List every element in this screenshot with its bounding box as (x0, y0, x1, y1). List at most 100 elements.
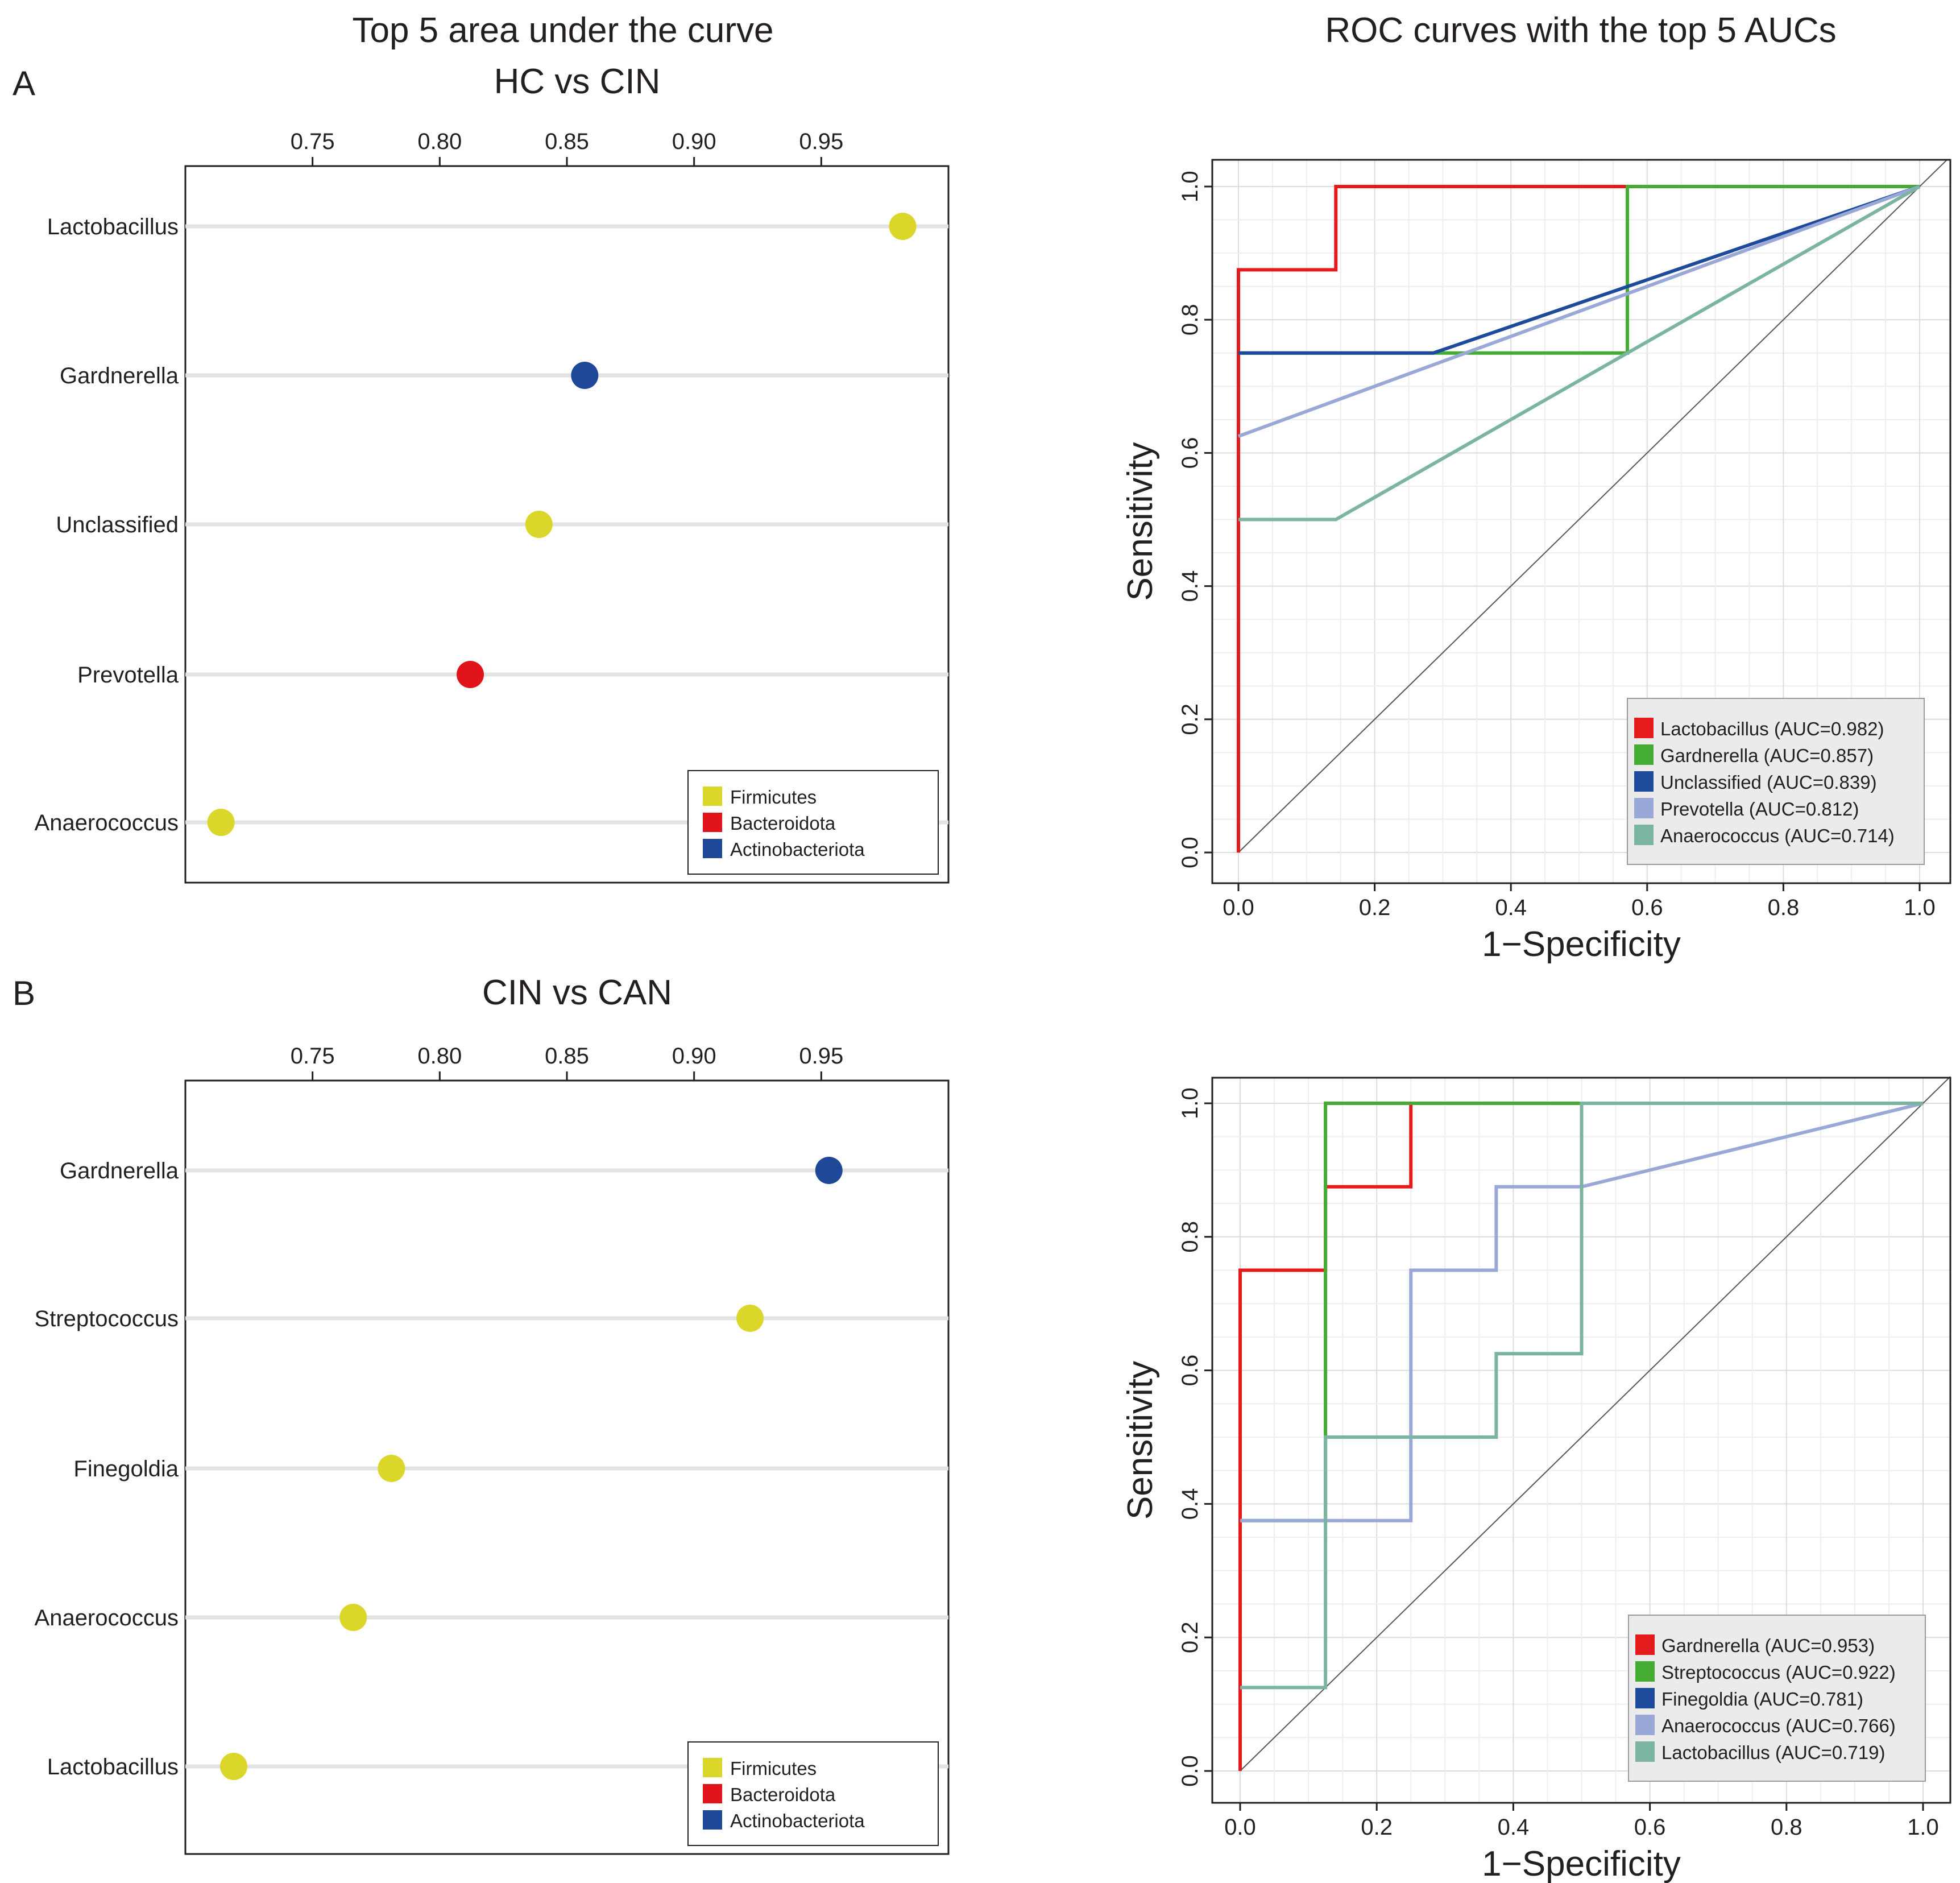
auc-point-finegoldia (378, 1455, 405, 1482)
legend-swatch-lactobacillus (1634, 718, 1654, 738)
panel-a-title: HC vs CIN (494, 62, 661, 101)
legend-swatch-lactobacillus (1635, 1741, 1655, 1762)
auc-point-prevotella (457, 661, 484, 688)
legend-label-lactobacillus: Lactobacillus (AUC=0.719) (1661, 1742, 1885, 1763)
legend-swatch-gardnerella (1634, 744, 1654, 765)
roc-curve-anaerococcus (1238, 185, 1921, 522)
y-tick-label: 0.2 (1178, 1621, 1203, 1653)
panel-b-title: CIN vs CAN (482, 973, 673, 1012)
category-label-prevotella: Prevotella (77, 663, 179, 688)
y-tick-label: 0.2 (1178, 703, 1203, 735)
category-label-gardnerella: Gardnerella (60, 1158, 179, 1183)
legend-label-streptococcus: Streptococcus (AUC=0.922) (1661, 1662, 1896, 1683)
roc-curve-lactobacillus (1240, 1102, 1923, 1690)
legend-swatch-unclassified (1634, 771, 1654, 792)
roc-chart-b (1204, 1076, 1951, 1811)
reference-diagonal (1240, 1076, 1951, 1772)
legend-swatch-firmicutes (703, 1758, 722, 1777)
x-axis-title: 1−Specificity (1482, 925, 1681, 964)
legend-box (1628, 1615, 1926, 1782)
legend-swatch-anaerococcus (1635, 1715, 1655, 1735)
category-label-streptococcus: Streptococcus (35, 1306, 179, 1331)
legend-label-gardnerella: Gardnerella (AUC=0.857) (1660, 745, 1874, 766)
y-tick-label: 0.0 (1178, 1755, 1203, 1787)
x-tick-label: 0.6 (1634, 1815, 1666, 1840)
x-tick-label: 0.85 (545, 129, 589, 154)
auc-point-streptococcus (736, 1305, 764, 1332)
x-tick-label: 1.0 (1907, 1815, 1939, 1840)
x-tick-label: 0.8 (1771, 1815, 1802, 1840)
category-label-lactobacillus: Lactobacillus (47, 1754, 179, 1779)
x-tick-label: 0.90 (672, 129, 716, 154)
x-tick-label: 0.95 (799, 129, 843, 154)
panel-label-b: B (13, 974, 36, 1012)
auc-point-gardnerella (571, 362, 599, 389)
auc-point-anaerococcus (339, 1604, 367, 1631)
dot-chart-a (184, 157, 950, 884)
legend-box (1627, 698, 1925, 865)
x-tick-label: 0.2 (1359, 895, 1391, 920)
y-tick-label: 1.0 (1178, 171, 1203, 202)
y-tick-label: 0.8 (1178, 304, 1203, 336)
legend-label-finegoldia: Finegoldia (AUC=0.781) (1661, 1689, 1863, 1710)
legend-label-firmicutes: Firmicutes (730, 787, 817, 808)
legend-label-unclassified: Unclassified (AUC=0.839) (1660, 772, 1877, 793)
y-tick-label: 0.4 (1178, 1488, 1203, 1520)
x-tick-label: 0.4 (1498, 1815, 1530, 1840)
category-label-finegoldia: Finegoldia (73, 1456, 179, 1481)
legend-label-lactobacillus: Lactobacillus (AUC=0.982) (1660, 718, 1884, 739)
y-tick-label: 0.8 (1178, 1221, 1203, 1253)
x-tick-label: 0.80 (417, 1044, 462, 1069)
x-tick-label: 0.4 (1495, 895, 1527, 920)
legend-swatch-bacteroidota (703, 1784, 722, 1803)
legend-label-actinobacteriota: Actinobacteriota (730, 1810, 865, 1831)
x-tick-label: 0.75 (291, 129, 335, 154)
x-tick-label: 0.2 (1361, 1815, 1393, 1840)
y-tick-label: 0.0 (1178, 837, 1203, 868)
y-tick-label: 0.6 (1178, 437, 1203, 469)
roc-chart-a (1204, 159, 1951, 891)
x-axis-title: 1−Specificity (1482, 1844, 1681, 1883)
plot-frame (1211, 159, 1951, 884)
legend-swatch-actinobacteriota (703, 1810, 722, 1830)
roc-curve-lactobacillus (1237, 185, 1920, 852)
legend-swatch-bacteroidota (703, 813, 722, 832)
legend-swatch-finegoldia (1635, 1688, 1655, 1708)
legend-label-bacteroidota: Bacteroidota (730, 1784, 836, 1805)
y-tick-label: 0.6 (1178, 1355, 1203, 1387)
legend-label-anaerococcus: Anaerococcus (AUC=0.766) (1661, 1715, 1896, 1736)
auc-point-anaerococcus (207, 809, 235, 836)
auc-point-unclassified (525, 511, 553, 538)
y-axis-title: Sensitivity (1121, 1361, 1160, 1520)
roc-curve-prevotella (1237, 185, 1921, 438)
x-tick-label: 1.0 (1904, 895, 1936, 920)
legend-label-bacteroidota: Bacteroidota (730, 813, 836, 834)
x-tick-label: 0.90 (672, 1044, 716, 1069)
x-tick-label: 0.80 (417, 129, 462, 154)
auc-point-lactobacillus (219, 1753, 247, 1780)
category-label-unclassified: Unclassified (56, 512, 179, 537)
legend-label-actinobacteriota: Actinobacteriota (730, 839, 865, 860)
x-tick-label: 0.0 (1223, 895, 1254, 920)
legend-swatch-gardnerella (1635, 1634, 1655, 1655)
legend-label-gardnerella: Gardnerella (AUC=0.953) (1661, 1635, 1875, 1656)
panel-label-a: A (13, 64, 36, 102)
plot-frame (1211, 1077, 1951, 1804)
x-tick-label: 0.0 (1224, 1815, 1256, 1840)
x-tick-label: 0.75 (291, 1044, 335, 1069)
legend-box (687, 1741, 939, 1846)
left-figure-title: Top 5 area under the curve (352, 11, 774, 50)
legend-label-firmicutes: Firmicutes (730, 1758, 817, 1779)
legend-swatch-actinobacteriota (703, 839, 722, 858)
dot-chart-b (184, 1071, 950, 1855)
auc-point-gardnerella (815, 1157, 843, 1184)
legend-swatch-streptococcus (1635, 1661, 1655, 1682)
x-tick-label: 0.6 (1631, 895, 1663, 920)
y-axis-title: Sensitivity (1121, 442, 1160, 601)
category-label-anaerococcus: Anaerococcus (35, 1605, 179, 1630)
legend-swatch-prevotella (1634, 798, 1654, 818)
category-label-lactobacillus: Lactobacillus (47, 214, 179, 239)
legend-box (687, 770, 939, 875)
auc-point-lactobacillus (889, 213, 917, 240)
